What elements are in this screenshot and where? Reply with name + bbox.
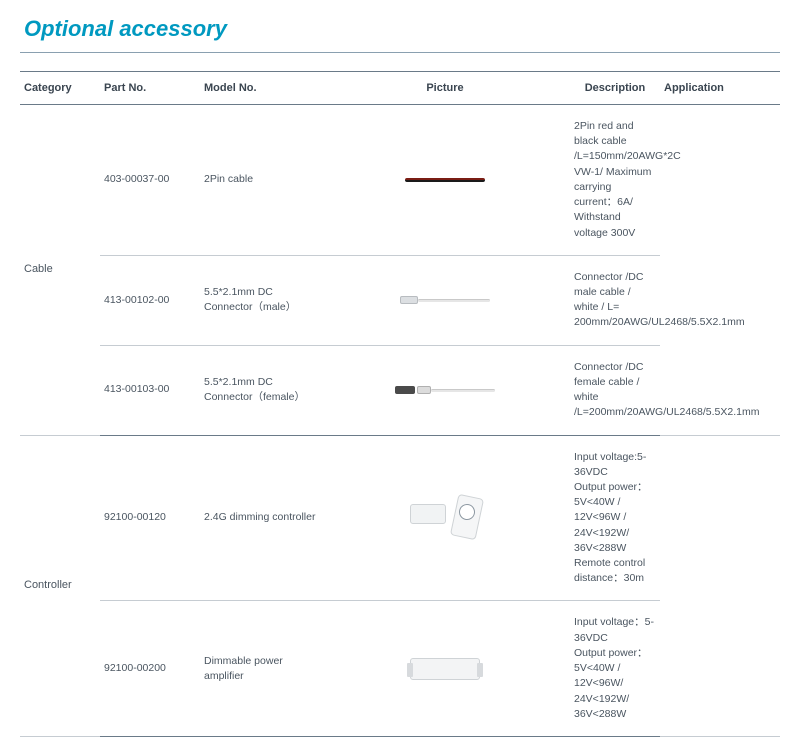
col-description: Description xyxy=(570,72,660,105)
accessory-table: Category Part No. Model No. Picture Desc… xyxy=(20,71,780,737)
part-cell: 413-00102-00 xyxy=(100,255,200,345)
picture-cell xyxy=(320,105,570,256)
picture-cell xyxy=(320,435,570,601)
table-body: Cable403-00037-002Pin cable 2Pin red and … xyxy=(20,105,780,737)
part-cell: 413-00103-00 xyxy=(100,345,200,435)
model-cell: 2.4G dimming controller xyxy=(200,435,320,601)
category-cell: Cable xyxy=(20,105,100,436)
description-cell: Connector /DC male cable / white / L= 20… xyxy=(570,255,660,345)
col-part: Part No. xyxy=(100,72,200,105)
model-cell: Dimmable power amplifier xyxy=(200,601,320,737)
description-cell: Input voltage:5-36VDC Output power：5V<40… xyxy=(570,435,660,601)
picture-cell xyxy=(320,345,570,435)
application-cell xyxy=(660,435,780,737)
col-picture: Picture xyxy=(320,72,570,105)
description-cell: Connector /DC female cable / white /L=20… xyxy=(570,345,660,435)
page-title: Optional accessory xyxy=(20,10,780,53)
part-cell: 92100-00120 xyxy=(100,435,200,601)
table-row: Controller92100-001202.4G dimming contro… xyxy=(20,435,780,601)
col-application: Application xyxy=(660,72,780,105)
picture-cable-redblack xyxy=(324,155,566,205)
description-cell: 2Pin red and black cable /L=150mm/20AWG*… xyxy=(570,105,660,256)
model-cell: 5.5*2.1mm DC Connector（male） xyxy=(200,255,320,345)
col-model: Model No. xyxy=(200,72,320,105)
part-cell: 92100-00200 xyxy=(100,601,200,737)
picture-dc-female xyxy=(324,365,566,415)
picture-cell xyxy=(320,255,570,345)
picture-cell xyxy=(320,601,570,737)
model-cell: 2Pin cable xyxy=(200,105,320,256)
category-cell: Controller xyxy=(20,435,100,737)
picture-dc-male xyxy=(324,275,566,325)
col-category: Category xyxy=(20,72,100,105)
table-row: Cable403-00037-002Pin cable2Pin red and … xyxy=(20,105,780,256)
table-header-row: Category Part No. Model No. Picture Desc… xyxy=(20,72,780,105)
picture-dimmer xyxy=(324,493,566,543)
model-cell: 5.5*2.1mm DC Connector（female） xyxy=(200,345,320,435)
description-cell: Input voltage：5-36VDC Output power：5V<40… xyxy=(570,601,660,737)
picture-amp xyxy=(324,644,566,694)
part-cell: 403-00037-00 xyxy=(100,105,200,256)
